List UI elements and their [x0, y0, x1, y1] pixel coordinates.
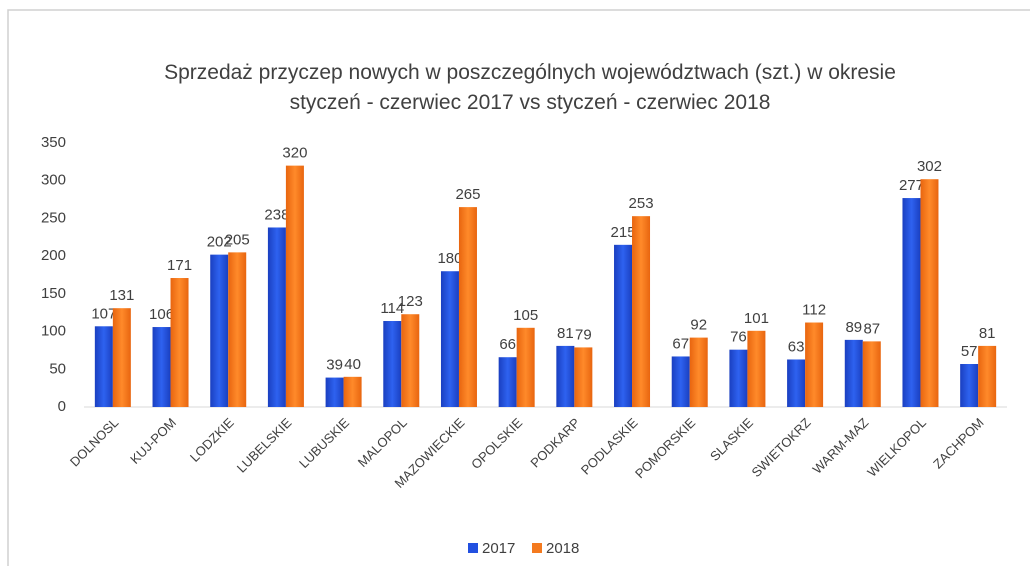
bar: [689, 337, 708, 407]
data-label: 66: [499, 336, 516, 353]
data-label: 114: [380, 300, 404, 317]
data-label: 92: [690, 317, 707, 334]
data-label: 123: [398, 293, 423, 310]
data-label: 302: [917, 158, 942, 175]
y-tick-label: 0: [58, 398, 66, 415]
x-tick-label: SLASKIE: [707, 415, 756, 464]
data-label: 238: [264, 206, 289, 223]
data-label: 131: [109, 287, 134, 304]
y-tick-label: 100: [41, 323, 66, 340]
bar: [805, 322, 824, 407]
x-tick-label: PODKARP: [527, 415, 583, 471]
data-label: 202: [207, 234, 232, 251]
bar: [556, 345, 575, 407]
bar: [112, 308, 131, 407]
data-label: 105: [513, 307, 538, 324]
data-label: 277: [899, 177, 924, 194]
data-label: 81: [557, 325, 574, 342]
x-tick-label: LUBUSKIE: [296, 415, 352, 471]
data-label: 76: [730, 329, 747, 346]
data-label: 39: [326, 357, 343, 374]
bar: [170, 278, 189, 407]
bar: [152, 327, 171, 407]
data-label: 205: [225, 231, 250, 248]
x-tick-label: POMORSKIE: [632, 415, 699, 482]
bar: [747, 330, 766, 407]
bar: [920, 179, 939, 407]
data-label: 171: [167, 257, 192, 274]
bar: [94, 326, 113, 407]
data-label: 57: [961, 343, 978, 360]
bar: [285, 165, 304, 407]
bar: [267, 227, 286, 407]
legend-swatch: [532, 543, 542, 553]
x-tick-label: MALOPOL: [355, 415, 410, 470]
data-label: 106: [149, 306, 174, 323]
data-label: 253: [629, 195, 654, 212]
data-label: 101: [744, 310, 769, 327]
bar: [787, 359, 806, 407]
bar: [960, 364, 979, 407]
y-tick-label: 200: [41, 247, 66, 264]
data-label: 180: [437, 250, 462, 267]
x-tick-label: LUBELSKIE: [234, 415, 295, 476]
x-tick-label: ZACHPOM: [930, 415, 987, 472]
x-tick-label: KUJ-POM: [127, 415, 179, 467]
bar: [325, 377, 344, 407]
bar: [228, 252, 247, 407]
data-label: 107: [91, 305, 116, 322]
x-tick-label: LODZKIE: [187, 415, 237, 465]
bar: [458, 207, 477, 407]
bar: [343, 376, 362, 407]
data-label: 89: [845, 319, 862, 336]
bar: [498, 357, 517, 407]
legend-label: 2017: [482, 540, 515, 557]
x-tick-label: WARM-MAZ: [809, 415, 871, 477]
bar: [902, 198, 921, 407]
data-label: 87: [863, 320, 880, 337]
bar: [862, 341, 881, 407]
bar: [978, 345, 997, 407]
bar: [574, 347, 593, 407]
data-label: 265: [455, 186, 480, 203]
bar: [671, 356, 690, 407]
chart-title: Sprzedaż przyczep nowych w poszczególnyc…: [164, 61, 896, 114]
y-tick-label: 150: [41, 285, 66, 302]
legend-swatch: [468, 543, 478, 553]
legend-label: 2018: [546, 540, 579, 557]
bar: [844, 339, 863, 407]
bar: [632, 216, 651, 407]
data-label: 40: [344, 356, 361, 373]
bar: [210, 254, 229, 407]
x-tick-label: SWIETOKRZ: [749, 415, 814, 480]
data-label: 320: [282, 145, 307, 162]
x-tick-label: WIELKOPOL: [864, 415, 929, 480]
bar: [729, 349, 748, 407]
data-label: 215: [611, 224, 636, 241]
x-tick-label: DOLNOSL: [67, 415, 122, 470]
data-label: 81: [979, 325, 996, 342]
bar: [440, 271, 459, 407]
y-tick-label: 300: [41, 172, 66, 189]
data-label: 67: [672, 335, 689, 352]
bar: [614, 244, 633, 407]
data-label: 112: [802, 301, 826, 318]
bar: [401, 314, 420, 407]
x-tick-label: OPOLSKIE: [468, 415, 525, 472]
data-label: 79: [575, 326, 592, 343]
y-tick-label: 50: [49, 360, 66, 377]
bar: [383, 321, 402, 407]
bar: [516, 327, 535, 407]
y-tick-label: 350: [41, 134, 66, 151]
frame: [7, 9, 1030, 566]
x-tick-label: PODLASKIE: [578, 415, 641, 478]
data-label: 63: [788, 338, 805, 355]
y-tick-label: 250: [41, 209, 66, 226]
